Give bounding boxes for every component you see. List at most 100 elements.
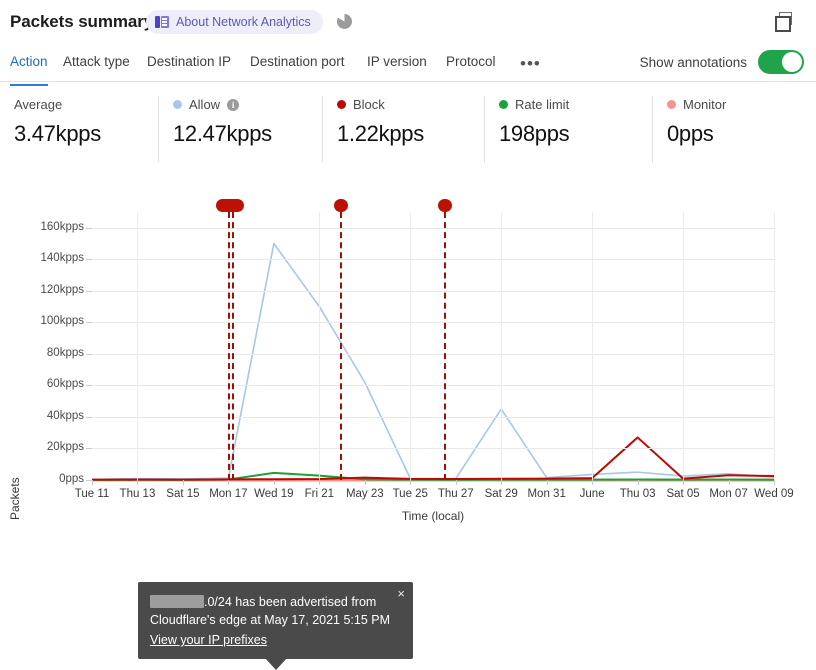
x-tick-label: Sat 29 bbox=[484, 488, 518, 500]
x-axis-tick bbox=[455, 480, 457, 485]
annotation-marker[interactable] bbox=[215, 199, 244, 212]
gridline-horizontal bbox=[92, 385, 774, 387]
x-tick-label: Mon 31 bbox=[527, 488, 566, 500]
annotation-line[interactable] bbox=[227, 212, 230, 480]
summary-stats: Average 3.47kpps Allow i 12.47kpps Block 1.22k… bbox=[0, 96, 816, 162]
stat-label-row: Rate limit bbox=[499, 96, 652, 113]
tooltip-line-1-text: .0/24 has been advertised from bbox=[204, 595, 377, 609]
gridline-horizontal bbox=[92, 448, 774, 450]
y-axis-tick bbox=[86, 416, 92, 418]
gridline-horizontal bbox=[92, 353, 774, 355]
tab-attack-type[interactable]: Attack type bbox=[63, 54, 130, 69]
tab-destination-ip[interactable]: Destination IP bbox=[147, 54, 232, 69]
toggle-knob bbox=[782, 52, 802, 72]
annotation-line[interactable] bbox=[339, 212, 342, 480]
tab-destination-port[interactable]: Destination port bbox=[250, 54, 345, 69]
y-axis-tick bbox=[86, 227, 92, 229]
packets-chart: Packets 160kpps 140kpps 120kpps 100kpps 80kp… bbox=[0, 190, 816, 670]
gridline-horizontal bbox=[92, 227, 774, 229]
stat-block: Block 1.22kpps bbox=[322, 96, 484, 162]
info-icon[interactable]: i bbox=[227, 98, 240, 111]
annotation-line[interactable] bbox=[444, 212, 447, 480]
y-tick-label: 40kpps bbox=[46, 409, 84, 422]
view-ip-prefixes-link[interactable]: View your IP prefixes bbox=[150, 633, 267, 647]
annotation-marker[interactable] bbox=[438, 199, 453, 212]
y-tick-label: 160kpps bbox=[40, 220, 84, 233]
x-tick-label: Wed 19 bbox=[254, 488, 294, 500]
x-axis-tick bbox=[728, 480, 730, 485]
legend-dot-icon bbox=[499, 100, 508, 109]
stat-label-row: Average bbox=[14, 96, 158, 113]
x-tick-label: Fri 21 bbox=[304, 488, 335, 500]
annotation-line[interactable] bbox=[231, 212, 234, 480]
gridline-vertical bbox=[137, 212, 139, 480]
y-tick-label: 140kpps bbox=[40, 252, 84, 265]
legend-dot-icon bbox=[173, 100, 182, 109]
gridline-horizontal bbox=[92, 290, 774, 292]
y-tick-label: 80kpps bbox=[46, 346, 84, 359]
x-axis-tick bbox=[228, 480, 230, 485]
y-axis-tick bbox=[86, 259, 92, 261]
y-axis-tick-labels: 160kpps 140kpps 120kpps 100kpps 80kpps 60kpps… bbox=[14, 190, 84, 545]
x-axis-tick bbox=[410, 480, 412, 485]
series-line-allow bbox=[91, 242, 775, 481]
x-axis-tick bbox=[137, 480, 139, 485]
stat-value: 198pps bbox=[499, 121, 570, 146]
x-tick-label: Mon 17 bbox=[209, 488, 248, 500]
stat-value: 0pps bbox=[667, 121, 714, 146]
stat-average: Average 3.47kpps bbox=[0, 96, 158, 162]
about-network-analytics-button[interactable]: About Network Analytics bbox=[146, 10, 323, 34]
tab-protocol[interactable]: Protocol bbox=[446, 54, 496, 69]
show-annotations-control: Show annotations bbox=[640, 50, 804, 74]
tab-action[interactable]: Action bbox=[10, 48, 48, 86]
gridline-vertical bbox=[410, 212, 412, 480]
legend-dot-icon bbox=[337, 100, 346, 109]
y-axis-tick bbox=[86, 353, 92, 355]
x-tick-label: May 23 bbox=[345, 488, 384, 500]
show-annotations-toggle[interactable] bbox=[758, 50, 804, 74]
x-axis-tick bbox=[364, 480, 366, 485]
tooltip-line-1: .0/24 has been advertised from bbox=[150, 593, 401, 611]
x-axis-tick bbox=[546, 480, 548, 485]
y-tick-label: 20kpps bbox=[46, 441, 84, 454]
stat-label: Rate limit bbox=[515, 97, 570, 112]
book-icon bbox=[155, 16, 169, 28]
x-tick-label: Tue 25 bbox=[392, 488, 428, 500]
x-axis-tick bbox=[592, 480, 594, 485]
series-line-block bbox=[91, 436, 775, 481]
tooltip-arrow bbox=[264, 658, 287, 670]
x-tick-label: Sat 05 bbox=[666, 488, 700, 500]
x-tick-label: Wed 09 bbox=[754, 488, 794, 500]
tooltip-line-2: Cloudflare's edge at May 17, 2021 5:15 P… bbox=[150, 613, 391, 627]
x-tick-label: Tue 11 bbox=[74, 488, 110, 500]
x-axis-tick bbox=[182, 480, 184, 485]
stat-label: Block bbox=[353, 97, 385, 112]
y-tick-label: 100kpps bbox=[40, 315, 84, 328]
x-tick-label: Sat 15 bbox=[166, 488, 200, 500]
series-lines bbox=[91, 242, 775, 482]
x-axis-tick bbox=[273, 480, 275, 485]
tab-more-button[interactable]: ••• bbox=[520, 54, 541, 73]
copy-icon[interactable] bbox=[775, 12, 793, 32]
annotation-marker[interactable] bbox=[333, 199, 348, 212]
stat-label: Average bbox=[14, 97, 63, 112]
gridline-horizontal bbox=[92, 322, 774, 324]
x-axis-tick bbox=[501, 480, 503, 485]
y-tick-label: 120kpps bbox=[40, 283, 84, 296]
gridline-vertical bbox=[592, 212, 594, 480]
pie-chart-icon[interactable] bbox=[337, 14, 352, 29]
annotation-tooltip[interactable]: × .0/24 has been advertised from Cloudfl… bbox=[138, 582, 413, 670]
gridline-vertical bbox=[683, 212, 685, 480]
stat-label: Allow bbox=[189, 97, 221, 112]
stat-label-row: Allow i bbox=[173, 96, 322, 113]
stat-value: 1.22kpps bbox=[337, 121, 424, 146]
legend-dot-icon bbox=[667, 100, 676, 109]
x-tick-label: Mon 07 bbox=[709, 488, 748, 500]
tab-ip-version[interactable]: IP version bbox=[367, 54, 427, 69]
x-axis-tick bbox=[774, 480, 775, 485]
x-tick-label: Thu 03 bbox=[619, 488, 656, 500]
close-icon[interactable]: × bbox=[397, 586, 405, 601]
stat-value: 3.47kpps bbox=[14, 121, 101, 146]
stat-value: 12.47kpps bbox=[173, 121, 272, 146]
about-pill-label: About Network Analytics bbox=[176, 15, 311, 29]
